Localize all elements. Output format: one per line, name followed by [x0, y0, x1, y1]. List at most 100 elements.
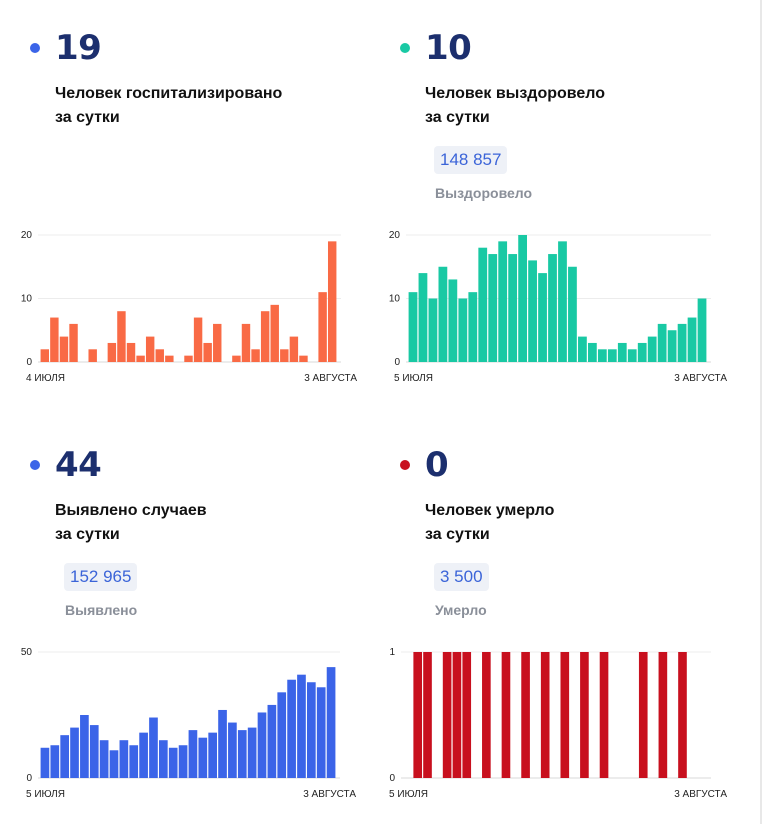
bar: [155, 349, 164, 362]
deaths-value: 0: [425, 445, 449, 485]
y-tick-label: 0: [389, 773, 395, 784]
hospitalized-value: 19: [55, 28, 102, 68]
recovered-total: 148 857: [434, 146, 508, 174]
bar: [468, 292, 478, 362]
deaths-total: 3 500: [434, 563, 489, 591]
bar: [70, 727, 79, 778]
bar: [428, 298, 438, 362]
bar: [697, 298, 707, 362]
bar: [548, 254, 557, 362]
x-start-label: 5 ИЮЛЯ: [389, 789, 428, 800]
y-tick-label: 10: [21, 294, 33, 305]
y-tick-label: 50: [21, 647, 33, 658]
bar: [247, 727, 257, 778]
bar: [560, 652, 570, 778]
bar: [165, 355, 174, 362]
chart-hospitalized: 0 10 20 4 ИЮЛЯ 3 АВГУСТА: [21, 230, 357, 384]
bar: [228, 722, 237, 778]
deaths-label: Человек умерло за сутки: [425, 499, 554, 547]
bar: [558, 241, 567, 362]
hospitalized-label: Человек госпитализировано за сутки: [55, 82, 282, 130]
bar: [599, 652, 609, 778]
bar: [482, 652, 491, 778]
x-end-label: 3 АВГУСТА: [674, 373, 727, 384]
bar: [687, 317, 697, 362]
y-tick-label: 20: [21, 230, 33, 241]
recovered-value: 10: [425, 28, 472, 68]
cases-total-label: Выявлено: [65, 602, 138, 618]
bar: [637, 342, 647, 362]
hospitalized-label-line1: Человек госпитализировано: [55, 85, 283, 102]
bar: [136, 355, 145, 362]
bar: [289, 336, 299, 362]
bar: [88, 349, 97, 362]
chart-cases: 0 50 5 ИЮЛЯ 3 АВГУСТА: [21, 647, 356, 800]
recovered-label-line2: за сутки: [425, 109, 490, 126]
bar: [145, 336, 155, 362]
x-end-label: 3 АВГУСТА: [303, 789, 356, 800]
recovered-total-label: Выздоровело: [435, 185, 533, 201]
deaths-label-line1: Человек умерло: [425, 502, 555, 519]
bar: [418, 273, 428, 362]
bar: [423, 652, 432, 778]
bar: [50, 745, 60, 778]
bar: [478, 247, 488, 362]
bar: [69, 323, 78, 362]
bar: [488, 254, 498, 362]
bar: [540, 652, 550, 778]
bar: [59, 336, 69, 362]
bar: [508, 254, 518, 362]
bar: [667, 330, 677, 362]
bar: [438, 266, 448, 362]
bar: [627, 349, 637, 362]
bar: [408, 292, 418, 362]
bar: [178, 745, 188, 778]
bar: [678, 652, 687, 778]
recovered-label-line1: Человек выздоровело: [425, 85, 606, 102]
bar: [99, 740, 109, 778]
y-tick-label: 1: [389, 647, 395, 658]
bar: [501, 652, 511, 778]
bar: [458, 298, 468, 362]
bar: [657, 323, 667, 362]
bar: [109, 750, 119, 778]
cases-dot: [30, 460, 40, 470]
bar: [318, 292, 327, 362]
bar: [198, 737, 208, 778]
y-tick-label: 20: [389, 230, 401, 241]
bar: [251, 349, 260, 362]
bar: [188, 730, 198, 778]
bar: [149, 717, 158, 778]
hospitalized-label-line2: за сутки: [55, 109, 120, 126]
bar: [647, 336, 657, 362]
y-tick-label: 0: [26, 357, 32, 368]
y-tick-label: 10: [389, 294, 401, 305]
bar: [241, 323, 251, 362]
bar: [50, 317, 59, 362]
cases-label-line2: за сутки: [55, 526, 120, 543]
recovered-dot: [400, 43, 410, 53]
page-right-border: [760, 0, 762, 824]
bar: [107, 342, 117, 362]
bar: [638, 652, 648, 778]
bar: [119, 740, 129, 778]
cases-value: 44: [55, 445, 102, 485]
bar: [184, 355, 193, 362]
bar: [518, 235, 527, 362]
bar: [126, 342, 136, 362]
deaths-total-label: Умерло: [435, 602, 487, 618]
bar: [316, 687, 326, 778]
bar: [267, 704, 277, 778]
y-tick-label: 0: [394, 357, 400, 368]
bar: [89, 725, 99, 778]
bar: [327, 241, 337, 362]
bar: [129, 745, 139, 778]
x-start-label: 4 ИЮЛЯ: [26, 373, 65, 384]
bar: [213, 323, 222, 362]
bar: [139, 732, 148, 778]
chart-deaths: 0 1 5 ИЮЛЯ 3 АВГУСТА: [389, 647, 727, 800]
bar: [297, 674, 306, 778]
bar: [270, 304, 279, 362]
cases-total: 152 965: [64, 563, 138, 591]
deaths-label-line2: за сутки: [425, 526, 490, 543]
